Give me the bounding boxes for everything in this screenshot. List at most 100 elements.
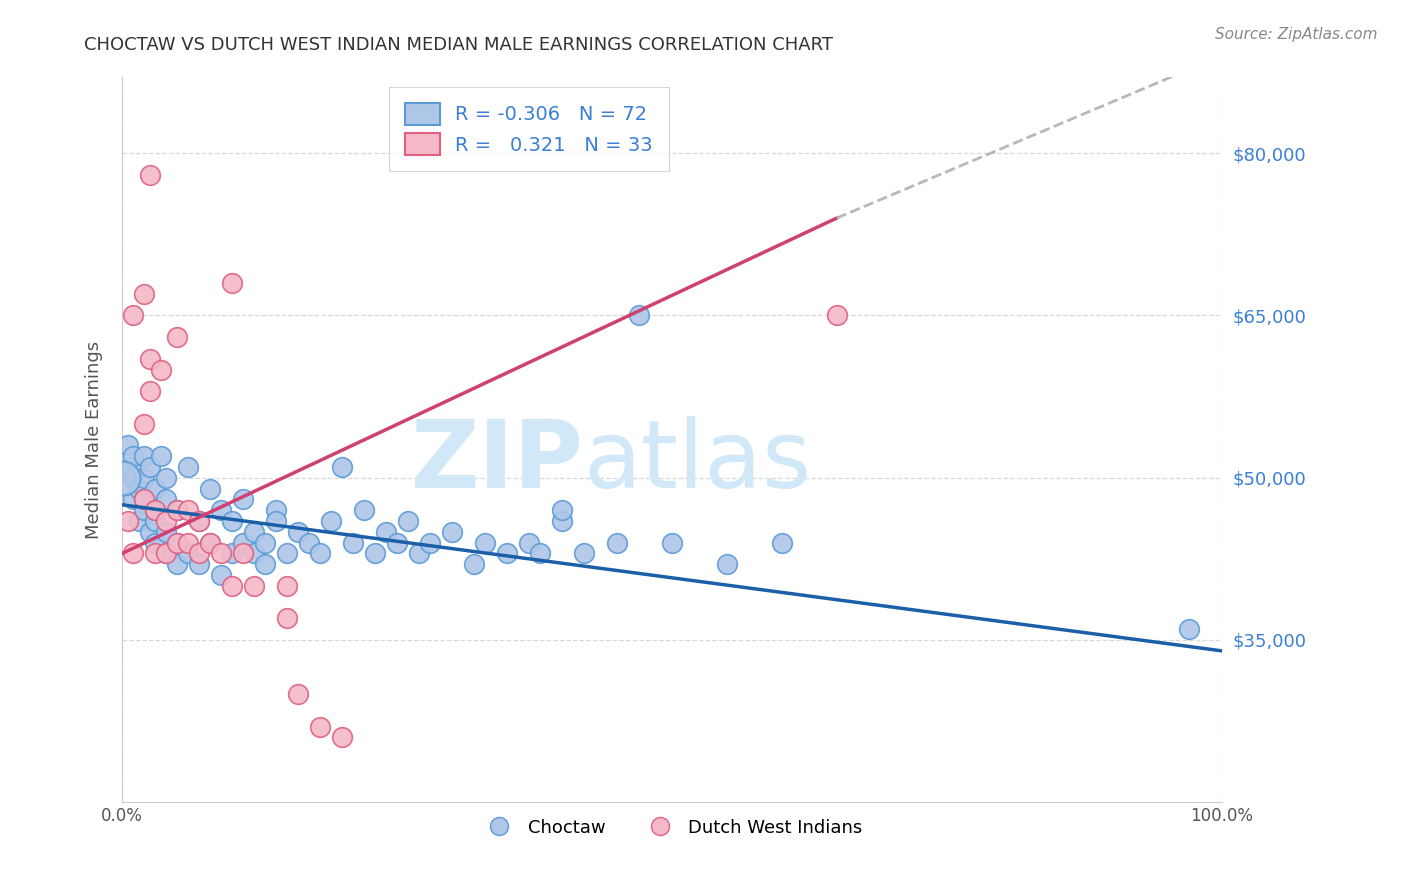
Point: [253, 558, 276, 572]
Legend: Choctaw, Dutch West Indians: Choctaw, Dutch West Indians: [474, 812, 870, 844]
Point: [529, 546, 551, 560]
Point: [330, 459, 353, 474]
Point: [319, 514, 342, 528]
Point: [143, 503, 166, 517]
Point: [132, 286, 155, 301]
Point: [198, 482, 221, 496]
Point: [232, 546, 254, 560]
Point: [572, 546, 595, 560]
Point: [132, 503, 155, 517]
Point: [264, 503, 287, 517]
Point: [374, 524, 396, 539]
Point: [243, 579, 266, 593]
Point: [396, 514, 419, 528]
Point: [474, 535, 496, 549]
Point: [122, 546, 145, 560]
Point: [132, 471, 155, 485]
Point: [128, 514, 150, 528]
Point: [177, 503, 200, 517]
Point: [385, 535, 408, 549]
Point: [132, 417, 155, 431]
Point: [287, 687, 309, 701]
Point: [122, 449, 145, 463]
Point: [128, 482, 150, 496]
Point: [419, 535, 441, 549]
Point: [143, 514, 166, 528]
Text: atlas: atlas: [583, 416, 813, 508]
Point: [716, 558, 738, 572]
Point: [330, 731, 353, 745]
Point: [120, 459, 142, 474]
Point: [551, 514, 574, 528]
Point: [117, 514, 139, 528]
Point: [198, 535, 221, 549]
Point: [188, 514, 211, 528]
Point: [606, 535, 628, 549]
Point: [132, 492, 155, 507]
Point: [1177, 622, 1199, 636]
Point: [276, 546, 298, 560]
Point: [243, 524, 266, 539]
Point: [276, 579, 298, 593]
Point: [232, 535, 254, 549]
Text: CHOCTAW VS DUTCH WEST INDIAN MEDIAN MALE EARNINGS CORRELATION CHART: CHOCTAW VS DUTCH WEST INDIAN MEDIAN MALE…: [84, 36, 834, 54]
Point: [149, 362, 172, 376]
Point: [209, 503, 232, 517]
Point: [243, 546, 266, 560]
Point: [253, 535, 276, 549]
Point: [177, 459, 200, 474]
Point: [177, 535, 200, 549]
Point: [309, 546, 332, 560]
Point: [353, 503, 375, 517]
Point: [188, 546, 211, 560]
Point: [221, 579, 243, 593]
Point: [661, 535, 683, 549]
Y-axis label: Median Male Earnings: Median Male Earnings: [86, 341, 103, 539]
Point: [188, 558, 211, 572]
Point: [122, 492, 145, 507]
Point: [138, 168, 160, 182]
Point: [143, 503, 166, 517]
Point: [232, 492, 254, 507]
Text: Source: ZipAtlas.com: Source: ZipAtlas.com: [1215, 27, 1378, 42]
Point: [627, 309, 650, 323]
Point: [122, 471, 145, 485]
Point: [138, 524, 160, 539]
Point: [198, 535, 221, 549]
Point: [496, 546, 519, 560]
Point: [298, 535, 321, 549]
Point: [517, 535, 540, 549]
Point: [440, 524, 463, 539]
Point: [342, 535, 364, 549]
Point: [188, 514, 211, 528]
Point: [276, 611, 298, 625]
Point: [551, 503, 574, 517]
Point: [166, 558, 188, 572]
Point: [112, 471, 135, 485]
Point: [138, 384, 160, 399]
Text: ZIP: ZIP: [411, 416, 583, 508]
Point: [770, 535, 793, 549]
Point: [132, 492, 155, 507]
Point: [264, 514, 287, 528]
Point: [143, 546, 166, 560]
Point: [166, 535, 188, 549]
Point: [309, 720, 332, 734]
Point: [155, 546, 177, 560]
Point: [166, 503, 188, 517]
Point: [166, 503, 188, 517]
Point: [138, 459, 160, 474]
Point: [155, 471, 177, 485]
Point: [122, 309, 145, 323]
Point: [825, 309, 848, 323]
Point: [364, 546, 387, 560]
Point: [408, 546, 430, 560]
Point: [155, 492, 177, 507]
Point: [166, 535, 188, 549]
Point: [463, 558, 485, 572]
Point: [287, 524, 309, 539]
Point: [209, 568, 232, 582]
Point: [132, 449, 155, 463]
Point: [209, 546, 232, 560]
Point: [138, 351, 160, 366]
